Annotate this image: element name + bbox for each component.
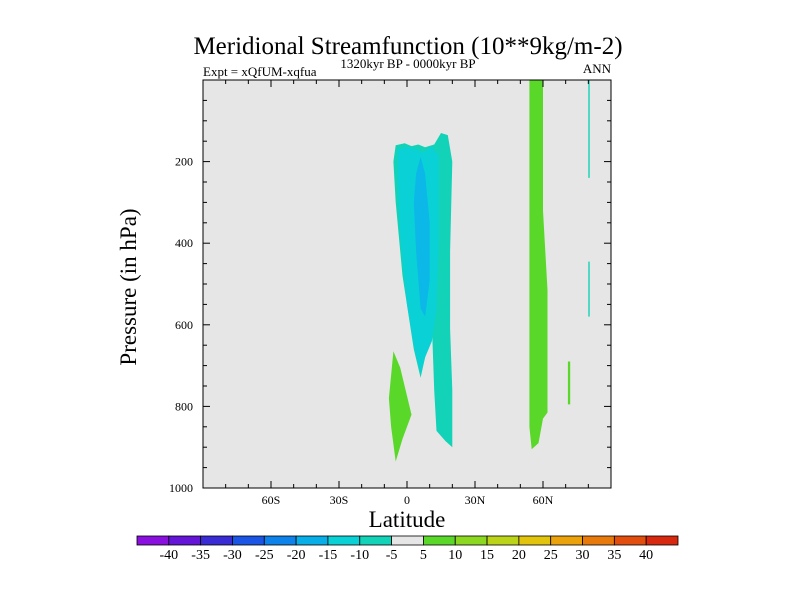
colorbar-swatch (295, 535, 329, 546)
colorbar-swatch (168, 535, 202, 546)
colorbar-swatch (550, 535, 583, 546)
colorbar-label: 5 (420, 548, 427, 563)
colorbar-swatch (232, 535, 265, 546)
colorbar-label: 30 (576, 548, 590, 563)
colorbar-swatch (518, 535, 552, 546)
colorbar-label: -15 (319, 548, 338, 563)
colorbar-swatch (645, 535, 679, 546)
contour-region-tropical-cell-inner (413, 156, 430, 317)
colorbar-swatch (200, 535, 233, 546)
colorbar-swatch (391, 535, 424, 546)
contour-region-polar-thin-strip-lower (588, 261, 590, 317)
colorbar-label: 20 (512, 548, 526, 563)
colorbar-swatch (486, 535, 520, 546)
colorbar-label: 40 (639, 548, 653, 563)
colorbar-swatch (327, 535, 361, 546)
y-tick-label: 200 (175, 155, 193, 169)
x-tick-label: 60S (262, 493, 281, 507)
subtitle-left: Expt = xQfUM-xqfua (203, 64, 317, 79)
plot-area (202, 79, 612, 489)
x-axis-label: Latitude (369, 507, 446, 532)
colorbar-label: -5 (386, 548, 398, 563)
x-tick-label: 30N (465, 493, 486, 507)
contour-region-polar-thin-strip (588, 80, 590, 178)
colorbar: -40 -35 -30 -25 -20 -15 -10 -5 5 10 15 20 25 30 35 40 (136, 535, 679, 563)
colorbar-swatch (136, 535, 170, 546)
colorbar-swatch (582, 535, 615, 546)
colorbar-swatch (454, 535, 488, 546)
x-axis: 60S 30S 0 30N 60N (225, 80, 589, 507)
colorbar-label: 35 (607, 548, 621, 563)
contour-region-northern-small-strip (567, 361, 571, 405)
y-tick-label: 400 (175, 236, 193, 250)
colorbar-label: -30 (223, 548, 242, 563)
contour-region-southern-lower-patch (388, 351, 412, 462)
subtitle-right: ANN (583, 61, 612, 76)
x-tick-label: 0 (404, 493, 410, 507)
colorbar-label: 10 (448, 548, 462, 563)
colorbar-swatch (423, 535, 456, 546)
colorbar-label: -10 (350, 548, 369, 563)
contour-region-northern-band (529, 80, 548, 450)
x-tick-label: 60N (533, 493, 554, 507)
colorbar-label: -25 (255, 548, 274, 563)
colorbar-label: -40 (159, 548, 178, 563)
chart-title: Meridional Streamfunction (10**9kg/m-2) (193, 33, 622, 60)
colorbar-label: 15 (480, 548, 494, 563)
y-axis-label: Pressure (in hPa) (116, 208, 141, 365)
colorbar-label: -35 (191, 548, 210, 563)
y-tick-label: 600 (175, 318, 193, 332)
x-tick-label: 30S (330, 493, 349, 507)
colorbar-swatch (359, 535, 392, 546)
y-tick-label: 1000 (169, 481, 193, 495)
colorbar-swatch (613, 535, 647, 546)
colorbar-label: -20 (287, 548, 306, 563)
subtitle-center: 1320kyr BP - 0000kyr BP (340, 56, 475, 71)
y-axis: 200 400 600 800 1000 (169, 99, 611, 495)
y-tick-label: 800 (175, 399, 193, 413)
colorbar-swatch (263, 535, 297, 546)
colorbar-label: 25 (544, 548, 558, 563)
